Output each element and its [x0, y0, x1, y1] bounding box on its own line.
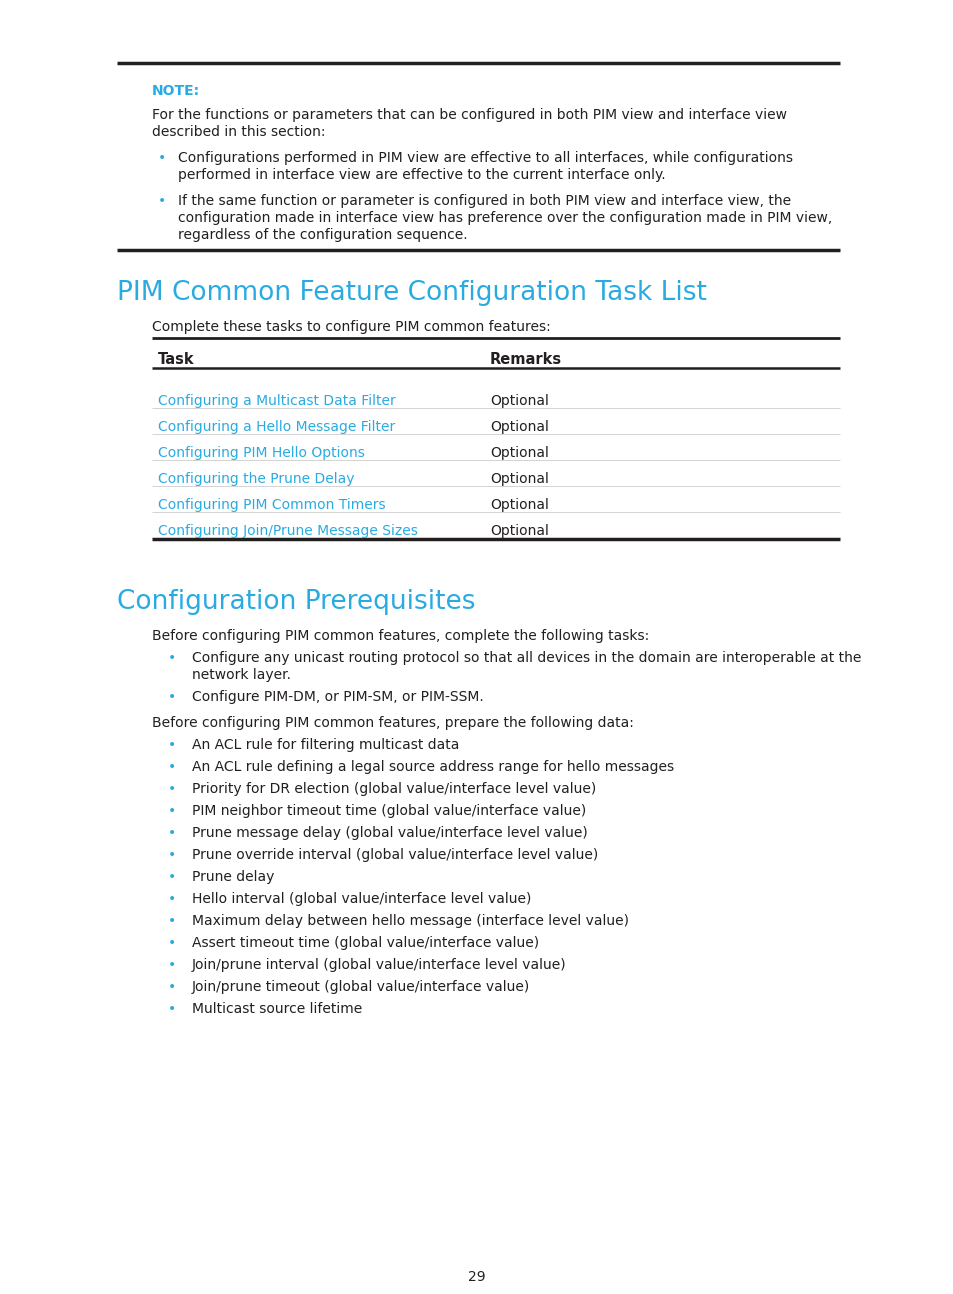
Text: •: •	[158, 151, 166, 166]
Text: Join/prune interval (global value/interface level value): Join/prune interval (global value/interf…	[192, 958, 566, 972]
Text: Configuring the Prune Delay: Configuring the Prune Delay	[158, 472, 355, 487]
Text: Prune message delay (global value/interface level value): Prune message delay (global value/interf…	[192, 826, 587, 840]
Text: •: •	[168, 958, 176, 972]
Text: Remarks: Remarks	[490, 352, 561, 367]
Text: •: •	[168, 892, 176, 906]
Text: An ACL rule for filtering multicast data: An ACL rule for filtering multicast data	[192, 738, 459, 752]
Text: Optional: Optional	[490, 393, 548, 408]
Text: •: •	[168, 760, 176, 774]
Text: Complete these tasks to configure PIM common features:: Complete these tasks to configure PIM co…	[152, 320, 550, 334]
Text: •: •	[158, 194, 166, 208]
Text: Configuring PIM Common Timers: Configuring PIM Common Timers	[158, 498, 385, 512]
Text: Configuring Join/Prune Message Sizes: Configuring Join/Prune Message Sizes	[158, 524, 417, 538]
Text: •: •	[168, 690, 176, 704]
Text: Configuring PIM Hello Options: Configuring PIM Hello Options	[158, 446, 364, 459]
Text: Configuration Prerequisites: Configuration Prerequisites	[117, 589, 475, 615]
Text: •: •	[168, 738, 176, 752]
Text: Maximum delay between hello message (interface level value): Maximum delay between hello message (int…	[192, 914, 628, 928]
Text: Hello interval (global value/interface level value): Hello interval (global value/interface l…	[192, 892, 531, 906]
Text: Optional: Optional	[490, 446, 548, 459]
Text: NOTE:: NOTE:	[152, 84, 200, 98]
Text: Priority for DR election (global value/interface level value): Priority for DR election (global value/i…	[192, 782, 596, 796]
Text: PIM Common Feature Configuration Task List: PIM Common Feature Configuration Task Li…	[117, 280, 706, 305]
Text: Prune override interval (global value/interface level value): Prune override interval (global value/in…	[192, 848, 598, 862]
Text: Configuring a Multicast Data Filter: Configuring a Multicast Data Filter	[158, 393, 395, 408]
Text: Configure any unicast routing protocol so that all devices in the domain are int: Configure any unicast routing protocol s…	[192, 651, 861, 665]
Text: Optional: Optional	[490, 421, 548, 433]
Text: An ACL rule defining a legal source address range for hello messages: An ACL rule defining a legal source addr…	[192, 760, 674, 774]
Text: •: •	[168, 870, 176, 884]
Text: •: •	[168, 826, 176, 840]
Text: Configuring a Hello Message Filter: Configuring a Hello Message Filter	[158, 421, 395, 433]
Text: Configurations performed in PIM view are effective to all interfaces, while conf: Configurations performed in PIM view are…	[178, 151, 792, 166]
Text: Before configuring PIM common features, complete the following tasks:: Before configuring PIM common features, …	[152, 629, 649, 643]
Text: regardless of the configuration sequence.: regardless of the configuration sequence…	[178, 228, 467, 242]
Text: Before configuring PIM common features, prepare the following data:: Before configuring PIM common features, …	[152, 716, 633, 730]
Text: •: •	[168, 914, 176, 928]
Text: •: •	[168, 980, 176, 994]
Text: configuration made in interface view has preference over the configuration made : configuration made in interface view has…	[178, 211, 831, 225]
Text: Optional: Optional	[490, 472, 548, 487]
Text: 29: 29	[468, 1269, 485, 1284]
Text: network layer.: network layer.	[192, 668, 291, 682]
Text: described in this section:: described in this section:	[152, 126, 325, 138]
Text: performed in interface view are effective to the current interface only.: performed in interface view are effectiv…	[178, 168, 665, 182]
Text: •: •	[168, 936, 176, 950]
Text: Task: Task	[158, 352, 194, 367]
Text: •: •	[168, 1002, 176, 1016]
Text: •: •	[168, 782, 176, 796]
Text: PIM neighbor timeout time (global value/interface value): PIM neighbor timeout time (global value/…	[192, 804, 586, 818]
Text: •: •	[168, 848, 176, 862]
Text: Optional: Optional	[490, 524, 548, 538]
Text: Join/prune timeout (global value/interface value): Join/prune timeout (global value/interfa…	[192, 980, 530, 994]
Text: Prune delay: Prune delay	[192, 870, 274, 884]
Text: For the functions or parameters that can be configured in both PIM view and inte: For the functions or parameters that can…	[152, 107, 786, 122]
Text: Assert timeout time (global value/interface value): Assert timeout time (global value/interf…	[192, 936, 538, 950]
Text: Multicast source lifetime: Multicast source lifetime	[192, 1002, 362, 1016]
Text: •: •	[168, 804, 176, 818]
Text: If the same function or parameter is configured in both PIM view and interface v: If the same function or parameter is con…	[178, 194, 790, 208]
Text: Optional: Optional	[490, 498, 548, 512]
Text: •: •	[168, 651, 176, 665]
Text: Configure PIM-DM, or PIM-SM, or PIM-SSM.: Configure PIM-DM, or PIM-SM, or PIM-SSM.	[192, 690, 483, 704]
